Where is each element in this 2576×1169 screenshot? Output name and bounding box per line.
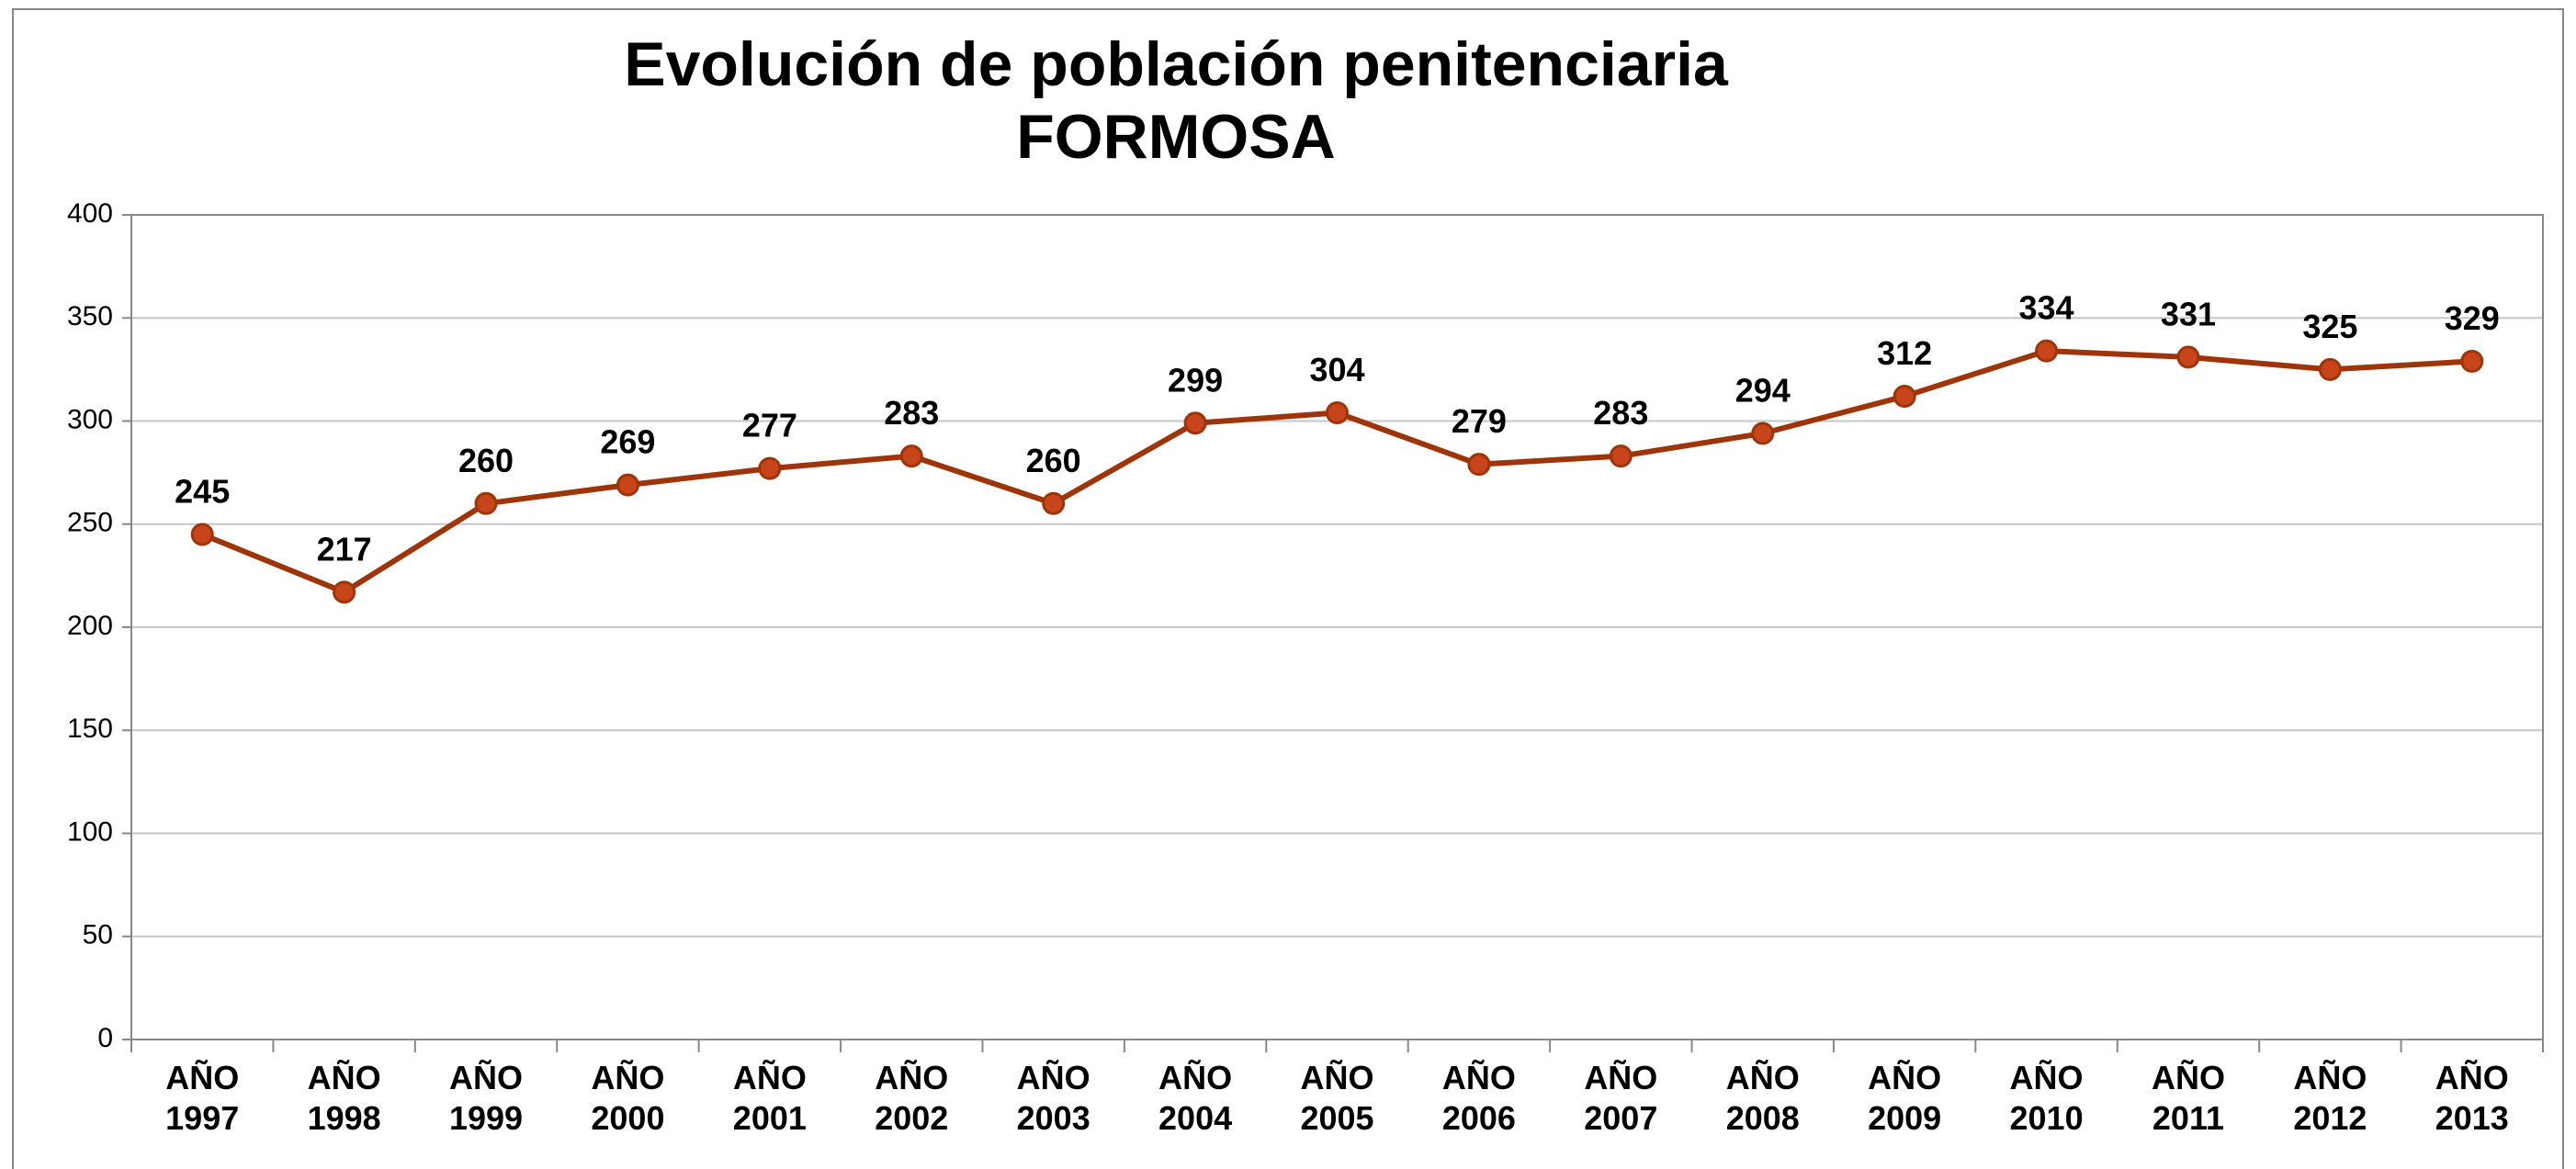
x-tick-label: AÑO 2012: [2293, 1058, 2367, 1137]
y-tick-label: 200: [67, 611, 113, 641]
data-label: 260: [458, 442, 514, 479]
marker: [2176, 345, 2200, 369]
data-label: 283: [1593, 394, 1648, 432]
data-label: 299: [1168, 361, 1223, 399]
marker: [616, 473, 639, 497]
x-tick-label: AÑO 2011: [2152, 1058, 2225, 1137]
x-tick-label: AÑO 2006: [1442, 1058, 1516, 1137]
data-label: 217: [317, 530, 372, 568]
x-tick-label: AÑO 2009: [1868, 1058, 1941, 1137]
x-tick-label: AÑO 1998: [308, 1058, 381, 1137]
x-tick-label: AÑO 2013: [2435, 1058, 2509, 1137]
data-label: 312: [1877, 334, 1932, 372]
data-label: 279: [1452, 402, 1507, 440]
marker: [2460, 349, 2484, 373]
marker: [190, 523, 214, 546]
y-tick-label: 350: [67, 301, 113, 332]
marker: [474, 491, 498, 515]
x-tick-label: AÑO 2003: [1017, 1058, 1090, 1137]
marker: [2318, 357, 2342, 381]
x-tick-label: AÑO 2005: [1300, 1058, 1373, 1137]
data-label: 331: [2161, 295, 2216, 332]
y-tick-label: 300: [67, 404, 113, 434]
marker: [1467, 453, 1491, 477]
x-tick-label: AÑO 2001: [733, 1058, 807, 1137]
x-tick-label: AÑO 2004: [1158, 1058, 1232, 1137]
x-tick-label: AÑO 1999: [449, 1058, 523, 1137]
y-tick-label: 100: [67, 816, 113, 847]
plot-frame: [130, 214, 2544, 1040]
x-tick-label: AÑO 1997: [165, 1058, 239, 1137]
data-label: 277: [742, 407, 797, 444]
y-tick-label: 50: [83, 920, 113, 950]
chart-title: FORMOSA: [1016, 102, 1336, 172]
marker: [1326, 401, 1349, 425]
x-tick-label: AÑO 2000: [591, 1058, 664, 1137]
marker: [899, 444, 923, 468]
y-tick-label: 150: [67, 714, 113, 744]
data-label: 269: [600, 423, 655, 461]
x-tick-label: AÑO 2007: [1584, 1058, 1657, 1137]
chart-border: [12, 8, 2564, 1169]
data-label: 260: [1026, 442, 1081, 479]
x-tick-label: AÑO 2002: [875, 1058, 948, 1137]
marker: [1042, 491, 1066, 515]
marker: [758, 456, 782, 480]
marker: [1183, 411, 1207, 435]
data-label: 334: [2019, 289, 2074, 327]
marker: [1892, 385, 1916, 409]
data-label: 304: [1309, 351, 1364, 388]
chart-title: Evolución de población penitenciaria: [624, 29, 1729, 99]
y-tick-label: 250: [67, 508, 113, 538]
data-label: 329: [2445, 299, 2500, 337]
marker: [1609, 444, 1633, 468]
data-label: 325: [2302, 308, 2357, 345]
marker: [333, 580, 356, 604]
x-tick-label: AÑO 2008: [1726, 1058, 1800, 1137]
marker: [2035, 339, 2059, 363]
data-label: 294: [1735, 371, 1791, 409]
y-tick-label: 400: [67, 198, 113, 229]
data-label: 283: [884, 394, 939, 432]
marker: [1751, 422, 1775, 445]
x-tick-label: AÑO 2010: [2010, 1058, 2084, 1137]
y-tick-label: 0: [97, 1023, 113, 1053]
data-label: 245: [175, 472, 230, 510]
